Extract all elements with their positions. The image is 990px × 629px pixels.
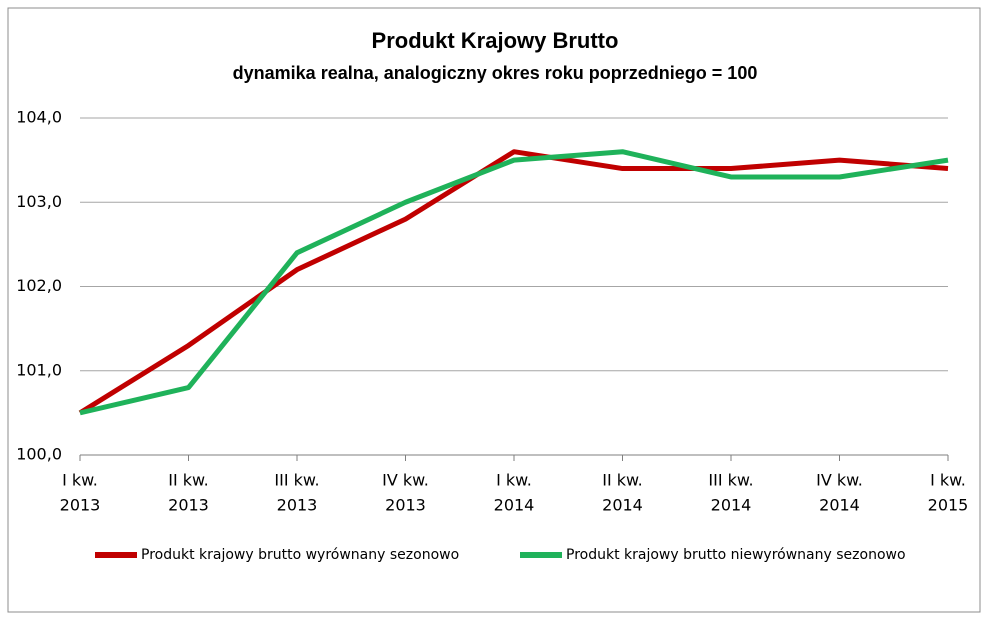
x-tick-label: 2013 bbox=[168, 496, 209, 515]
y-tick-label: 103,0 bbox=[16, 192, 62, 211]
y-tick-label: 102,0 bbox=[16, 276, 62, 295]
x-tick-label: I kw. bbox=[930, 471, 966, 490]
y-tick-label: 104,0 bbox=[16, 108, 62, 127]
x-tick-label: I kw. bbox=[496, 471, 532, 490]
x-tick-label: IV kw. bbox=[816, 471, 863, 490]
x-tick-label: III kw. bbox=[274, 471, 319, 490]
x-tick-label: II kw. bbox=[168, 471, 209, 490]
x-tick-label: IV kw. bbox=[382, 471, 429, 490]
x-tick-label: 2013 bbox=[385, 496, 426, 515]
legend-label: Produkt krajowy brutto niewyrównany sezo… bbox=[566, 547, 906, 563]
x-tick-label: 2013 bbox=[60, 496, 101, 515]
x-tick-label: 2014 bbox=[711, 496, 752, 515]
chart-subtitle: dynamika realna, analogiczny okres roku … bbox=[233, 63, 758, 83]
chart-title: Produkt Krajowy Brutto bbox=[372, 28, 619, 53]
legend-label: Produkt krajowy brutto wyrównany sezonow… bbox=[141, 547, 459, 563]
x-tick-label: 2014 bbox=[602, 496, 643, 515]
x-tick-label: 2013 bbox=[277, 496, 318, 515]
x-tick-label: III kw. bbox=[708, 471, 753, 490]
series-line bbox=[78, 149, 949, 415]
series-line bbox=[79, 149, 949, 416]
chart-frame bbox=[7, 7, 981, 613]
x-tick-label: 2014 bbox=[819, 496, 860, 515]
x-tick-label: II kw. bbox=[602, 471, 643, 490]
y-tick-label: 101,0 bbox=[16, 360, 62, 379]
y-tick-label: 100,0 bbox=[16, 445, 62, 464]
x-tick-label: I kw. bbox=[62, 471, 98, 490]
x-tick-label: 2014 bbox=[494, 496, 535, 515]
x-tick-label: 2015 bbox=[928, 496, 969, 515]
